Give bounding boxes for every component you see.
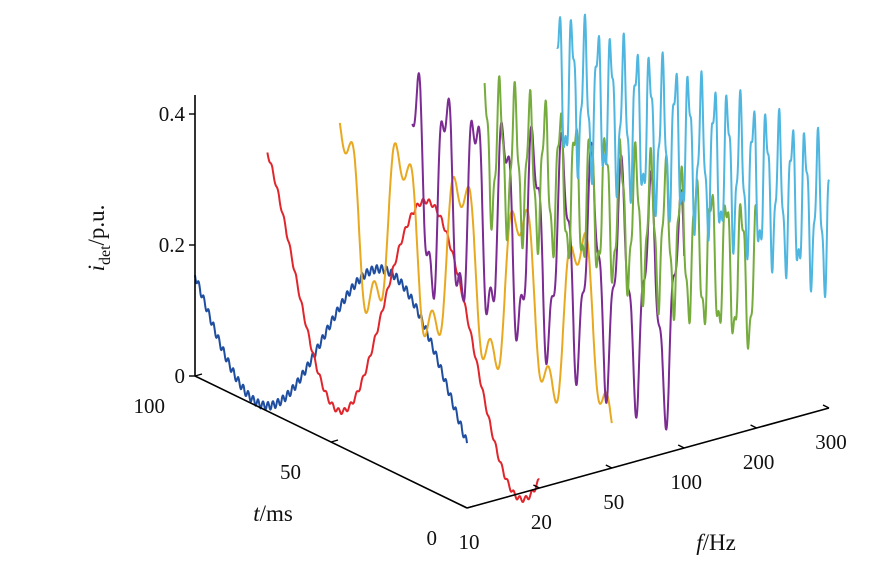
t-tick-mark xyxy=(466,505,475,509)
series-line-20hz xyxy=(266,152,540,503)
f-tick-mark xyxy=(460,504,468,509)
series-traces xyxy=(194,13,830,503)
f-tick-label: 100 xyxy=(670,470,702,494)
y-tick-label: 0.2 xyxy=(159,233,185,257)
f-tick-label: 50 xyxy=(603,490,624,514)
f-tick-label: 10 xyxy=(459,530,480,554)
y-tick-label: 0.4 xyxy=(159,102,186,126)
f-tick-mark xyxy=(750,424,757,429)
t-tick-label: 50 xyxy=(280,460,301,484)
f-tick-mark xyxy=(533,484,540,489)
f-tick-mark xyxy=(677,444,685,449)
series-line-200hz xyxy=(483,75,758,350)
ticks: 0 0.2 0.4 0 50 100 10 20 50 100 200 300 xyxy=(134,102,847,554)
f-tick-mark xyxy=(822,404,830,409)
f-axis-line xyxy=(466,407,830,509)
t-tick-label: 100 xyxy=(134,394,166,418)
t-tick-label: 0 xyxy=(427,526,438,550)
f-tick-label: 200 xyxy=(743,450,775,474)
f-tick-label: 300 xyxy=(815,430,847,454)
t-axis-title: t/ms xyxy=(253,501,293,526)
f-tick-label: 20 xyxy=(531,510,552,534)
y-axis-title: idet/p.u. xyxy=(84,205,114,272)
series-line-300hz xyxy=(556,13,830,299)
t-tick-mark xyxy=(330,439,339,443)
axis-titles: idet/p.u. t/ms f/Hz xyxy=(84,205,736,555)
series-line-100hz xyxy=(411,72,686,431)
t-tick-mark xyxy=(194,373,203,377)
f-axis-title: f/Hz xyxy=(696,530,736,555)
y-tick-label: 0 xyxy=(175,364,186,388)
series-line-50hz xyxy=(338,122,613,424)
series-line-10hz xyxy=(194,264,468,444)
f-tick-mark xyxy=(605,464,613,469)
